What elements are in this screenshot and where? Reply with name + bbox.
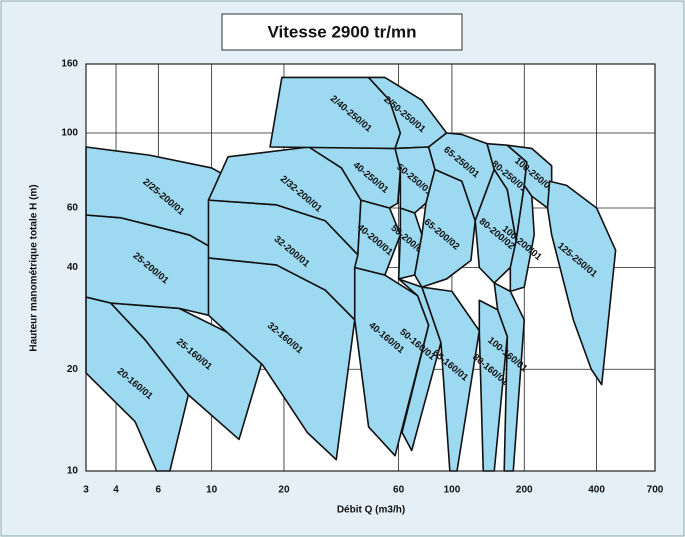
axes: 3 4 6 10 20 60 100 200 400 700 10 20 40 60 100 160 (61, 59, 663, 496)
y-tick-label: 10 (67, 466, 79, 477)
chart-title: Vitesse 2900 tr/mn (268, 22, 417, 41)
title-box (221, 13, 463, 51)
x-tick-label: 100 (444, 485, 461, 496)
pump-region (509, 184, 536, 293)
x-axis-label: Débit Q (m3/h) (337, 505, 405, 516)
x-tick-label: 200 (516, 485, 533, 496)
y-tick-label: 60 (67, 203, 79, 214)
y-tick-label: 100 (61, 128, 78, 139)
y-tick-label: 20 (67, 364, 79, 375)
x-tick-label: 6 (156, 485, 162, 496)
x-tick-label: 10 (206, 485, 218, 496)
pump-region (546, 180, 617, 386)
pump-region (109, 302, 264, 441)
x-tick-label: 60 (393, 485, 405, 496)
x-tick-label: 700 (647, 485, 664, 496)
x-tick-label: 20 (278, 485, 290, 496)
x-tick-label: 4 (113, 485, 119, 496)
y-tick-label: 40 (67, 262, 79, 273)
plot-frame (85, 63, 656, 472)
y-axis-label: Hauteur manométrique totale H (m) (29, 184, 40, 351)
x-tick-label: 400 (588, 485, 605, 496)
y-tick-label: 160 (61, 59, 78, 70)
x-tick-label: 3 (83, 485, 89, 496)
